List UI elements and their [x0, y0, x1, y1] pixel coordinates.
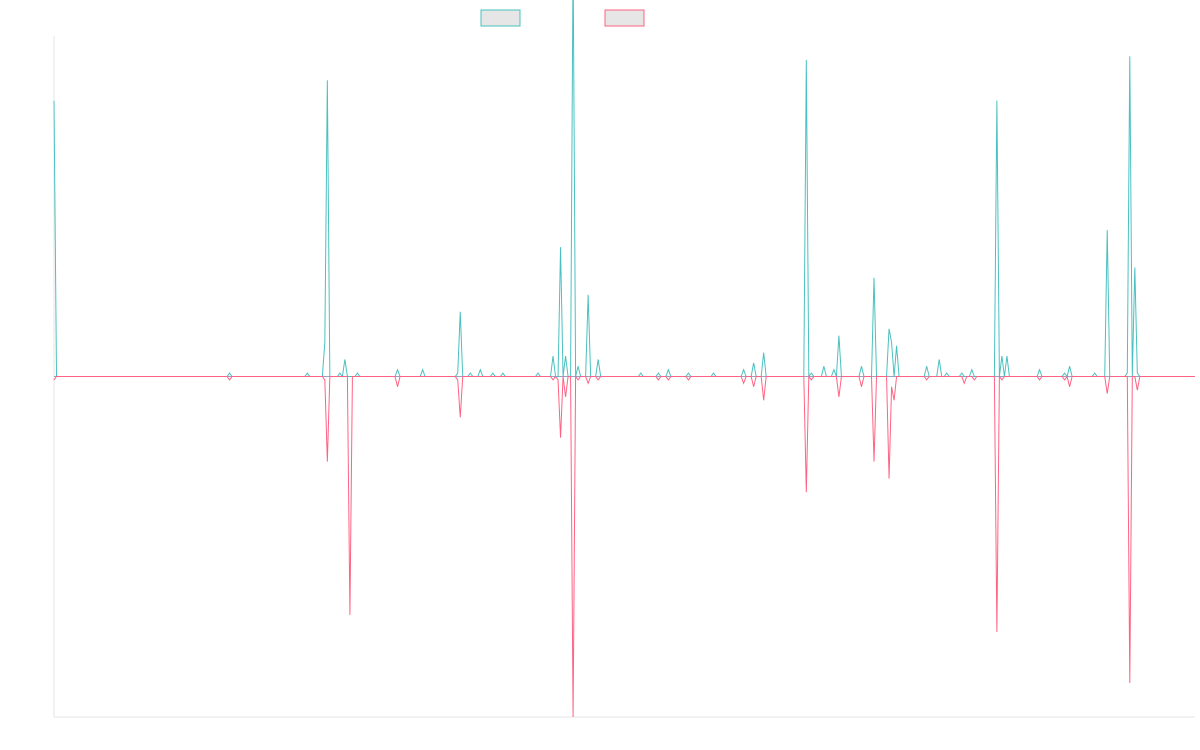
legend	[480, 9, 645, 27]
series-line-2[interactable]	[53, 374, 1195, 718]
series-line-1[interactable]	[53, 0, 1195, 379]
legend-swatch-series-2[interactable]	[604, 9, 645, 27]
plot-area	[53, 0, 1195, 718]
legend-swatch-series-1[interactable]	[480, 9, 521, 27]
